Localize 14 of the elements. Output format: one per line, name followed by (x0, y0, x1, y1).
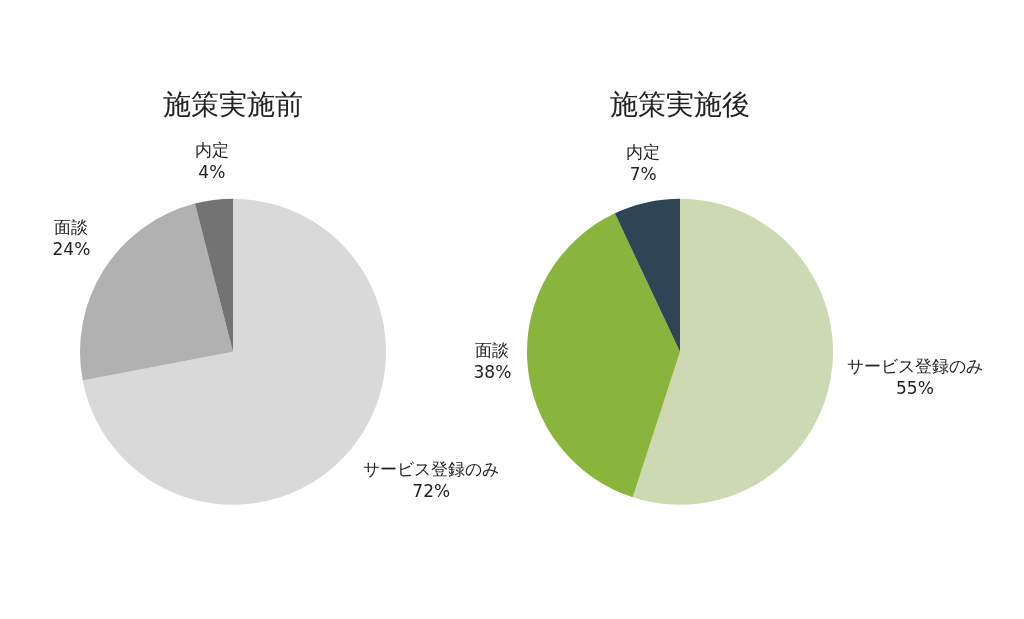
data-label: 4% (198, 161, 226, 182)
slice-label: 面談 (54, 216, 89, 237)
slice-label: サービス登録のみ (363, 458, 500, 479)
data-label: 7% (629, 164, 657, 185)
data-label: 38% (473, 361, 512, 382)
chart-title: 施策実施後 (610, 88, 750, 122)
data-label: 55% (896, 377, 934, 398)
slice-label: 内定 (626, 142, 661, 163)
slice-label: 内定 (194, 139, 229, 160)
data-label: 72% (412, 480, 451, 501)
slice-label: サービス登録のみ (846, 355, 983, 376)
slice-label: 面談 (475, 339, 510, 360)
chart-title: 施策実施前 (163, 88, 303, 122)
data-label: 24% (52, 238, 91, 259)
